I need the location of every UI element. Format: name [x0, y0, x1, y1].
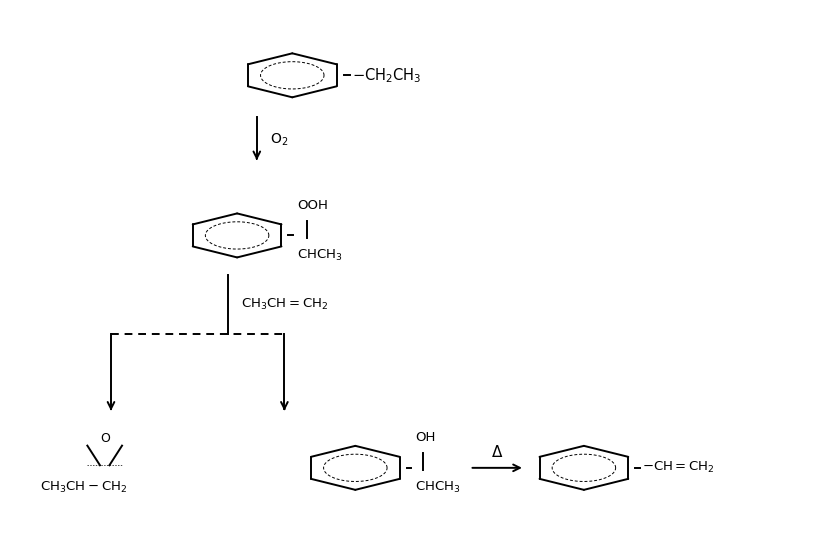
Text: $\mathregular{O_2}$: $\mathregular{O_2}$: [270, 132, 288, 148]
Text: $\mathregular{-CH=CH_2}$: $\mathregular{-CH=CH_2}$: [642, 461, 715, 476]
Text: $\Delta$: $\Delta$: [491, 444, 503, 461]
Text: $\mathregular{CH_3CH=CH_2}$: $\mathregular{CH_3CH=CH_2}$: [241, 296, 328, 312]
Text: O: O: [100, 433, 110, 445]
Text: $\mathregular{CHCH_3}$: $\mathregular{CHCH_3}$: [297, 247, 342, 263]
Text: $\mathregular{CHCH_3}$: $\mathregular{CHCH_3}$: [415, 480, 461, 495]
Text: $\mathregular{CH_3CH-CH_2}$: $\mathregular{CH_3CH-CH_2}$: [40, 480, 127, 495]
Text: OOH: OOH: [297, 199, 328, 212]
Text: $\mathregular{-CH_2CH_3}$: $\mathregular{-CH_2CH_3}$: [352, 66, 422, 84]
Text: OH: OH: [415, 431, 436, 444]
